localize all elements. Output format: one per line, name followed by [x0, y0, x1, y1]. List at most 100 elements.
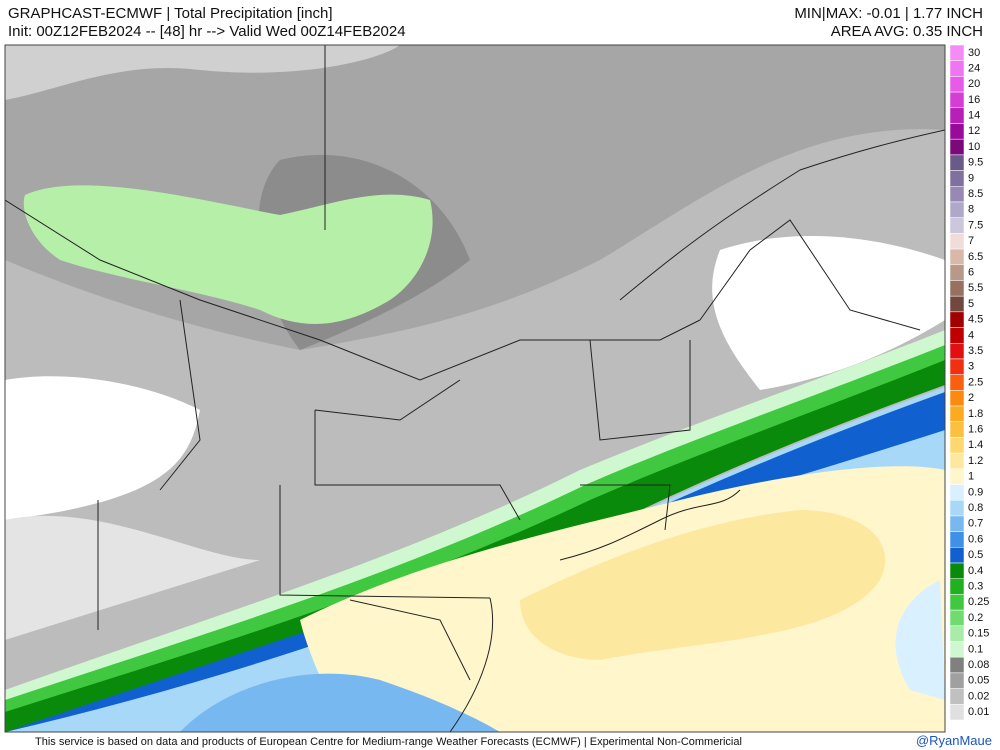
- colorbar-label: 6: [968, 267, 974, 279]
- subtitle: Init: 00Z12FEB2024 -- [48] hr --> Valid …: [8, 23, 406, 40]
- colorbar-swatch: [949, 437, 965, 454]
- colorbar-swatch: [949, 327, 965, 344]
- colorbar-swatch: [949, 358, 965, 375]
- light-region: [5, 45, 400, 100]
- colorbar-label: 0.15: [968, 628, 989, 640]
- colorbar-label: 3.5: [968, 345, 983, 357]
- light-green-area: [23, 185, 433, 324]
- colorbar-label: 4.5: [968, 314, 983, 326]
- colorbar-label: 0.9: [968, 486, 983, 498]
- colorbar-label: 2: [968, 392, 974, 404]
- colorbar-label: 8.5: [968, 188, 983, 200]
- colorbar-swatch: [949, 201, 965, 218]
- colorbar-label: 30: [968, 47, 980, 59]
- precip-band-04: [5, 360, 945, 732]
- colorbar-swatch: [949, 248, 965, 266]
- colorbar-swatch: [949, 688, 965, 705]
- colorbar-label: 0.1: [968, 643, 983, 655]
- title: GRAPHCAST-ECMWF | Total Precipitation [i…: [8, 5, 333, 22]
- colorbar-swatch: [949, 704, 965, 721]
- colorbar: 302420161412109.598.587.576.565.554.543.…: [949, 44, 989, 721]
- colorbar-swatch: [949, 343, 965, 360]
- colorbar-label: 0.5: [968, 549, 983, 561]
- colorbar-label: 0.2: [968, 612, 983, 624]
- colorbar-label: 8: [968, 204, 974, 216]
- colorbar-label: 7: [968, 235, 974, 247]
- precip-band-01: [5, 330, 945, 710]
- colorbar-label: 0.6: [968, 533, 983, 545]
- colorbar-label: 0.25: [968, 596, 989, 608]
- pale-blue-area: [895, 580, 945, 700]
- colorbar-label: 5.5: [968, 282, 983, 294]
- colorbar-swatch: [949, 547, 965, 564]
- colorbar-swatch: [949, 217, 965, 234]
- colorbar-swatch: [949, 499, 965, 517]
- colorbar-label: 9.5: [968, 157, 983, 169]
- colorbar-label: 0.05: [968, 675, 989, 687]
- colorbar-label: 0.01: [968, 706, 989, 718]
- minmax: MIN|MAX: -0.01 | 1.77 INCH: [794, 5, 983, 22]
- map: [4, 44, 946, 733]
- colorbar-label: 0.3: [968, 580, 983, 592]
- colorbar-swatch: [949, 578, 965, 595]
- colorbar-swatch: [949, 138, 965, 156]
- colorbar-label: 1: [968, 471, 974, 483]
- colorbar-swatch: [949, 405, 965, 422]
- footer-note: This service is based on data and produc…: [35, 736, 742, 748]
- colorbar-label: 5: [968, 298, 974, 310]
- colorbar-label: 6.5: [968, 251, 983, 263]
- colorbar-swatch: [949, 625, 965, 642]
- colorbar-swatch: [949, 594, 965, 611]
- colorbar-label: 0.4: [968, 565, 983, 577]
- colorbar-swatch: [949, 484, 965, 501]
- colorbar-label: 0.8: [968, 502, 983, 514]
- boundaries: [5, 45, 921, 681]
- colorbar-swatch: [949, 233, 965, 250]
- white-area-west: [5, 376, 200, 520]
- colorbar-label: 14: [968, 110, 980, 122]
- colorbar-label: 1.8: [968, 408, 983, 420]
- colorbar-swatch: [949, 44, 965, 61]
- credit: @RyanMaue: [916, 733, 992, 748]
- colorbar-swatch: [949, 609, 965, 627]
- colorbar-label: 16: [968, 94, 980, 106]
- colorbar-swatch: [949, 452, 965, 470]
- colorbar-swatch: [949, 107, 965, 124]
- colorbar-label: 0.02: [968, 690, 989, 702]
- colorbar-label: 7.5: [968, 219, 983, 231]
- colorbar-swatch: [949, 656, 965, 674]
- colorbar-swatch: [949, 641, 965, 658]
- colorbar-swatch: [949, 154, 965, 171]
- colorbar-swatch: [949, 91, 965, 109]
- colorbar-label: 12: [968, 125, 980, 137]
- colorbar-swatch: [949, 562, 965, 579]
- coastline: [449, 489, 741, 732]
- colorbar-label: 2.5: [968, 376, 983, 388]
- colorbar-swatch: [949, 186, 965, 203]
- colorbar-label: 24: [968, 62, 980, 74]
- colorbar-swatch: [949, 672, 965, 689]
- colorbar-swatch: [949, 123, 965, 140]
- colorbar-label: 1.6: [968, 423, 983, 435]
- st-lawrence: [619, 129, 945, 301]
- colorbar-swatch: [949, 421, 965, 438]
- colorbar-swatch: [949, 390, 965, 407]
- yellow-core: [520, 510, 886, 660]
- precip-band-025: [5, 345, 945, 725]
- colorbar-label: 4: [968, 329, 974, 341]
- colorbar-label: 10: [968, 141, 980, 153]
- colorbar-swatch: [949, 515, 965, 532]
- pale-gray-area: [5, 515, 260, 640]
- area-avg: AREA AVG: 0.35 INCH: [831, 23, 983, 40]
- colorbar-swatch: [949, 295, 965, 313]
- colorbar-swatch: [949, 280, 965, 297]
- colorbar-label: 1.4: [968, 439, 983, 451]
- colorbar-swatch: [949, 264, 965, 281]
- colorbar-swatch: [949, 374, 965, 391]
- blue-area-south: [180, 673, 500, 732]
- colorbar-label: 3: [968, 361, 974, 373]
- colorbar-label: 1.2: [968, 455, 983, 467]
- colorbar-label: 9: [968, 172, 974, 184]
- colorbar-swatch: [949, 468, 965, 485]
